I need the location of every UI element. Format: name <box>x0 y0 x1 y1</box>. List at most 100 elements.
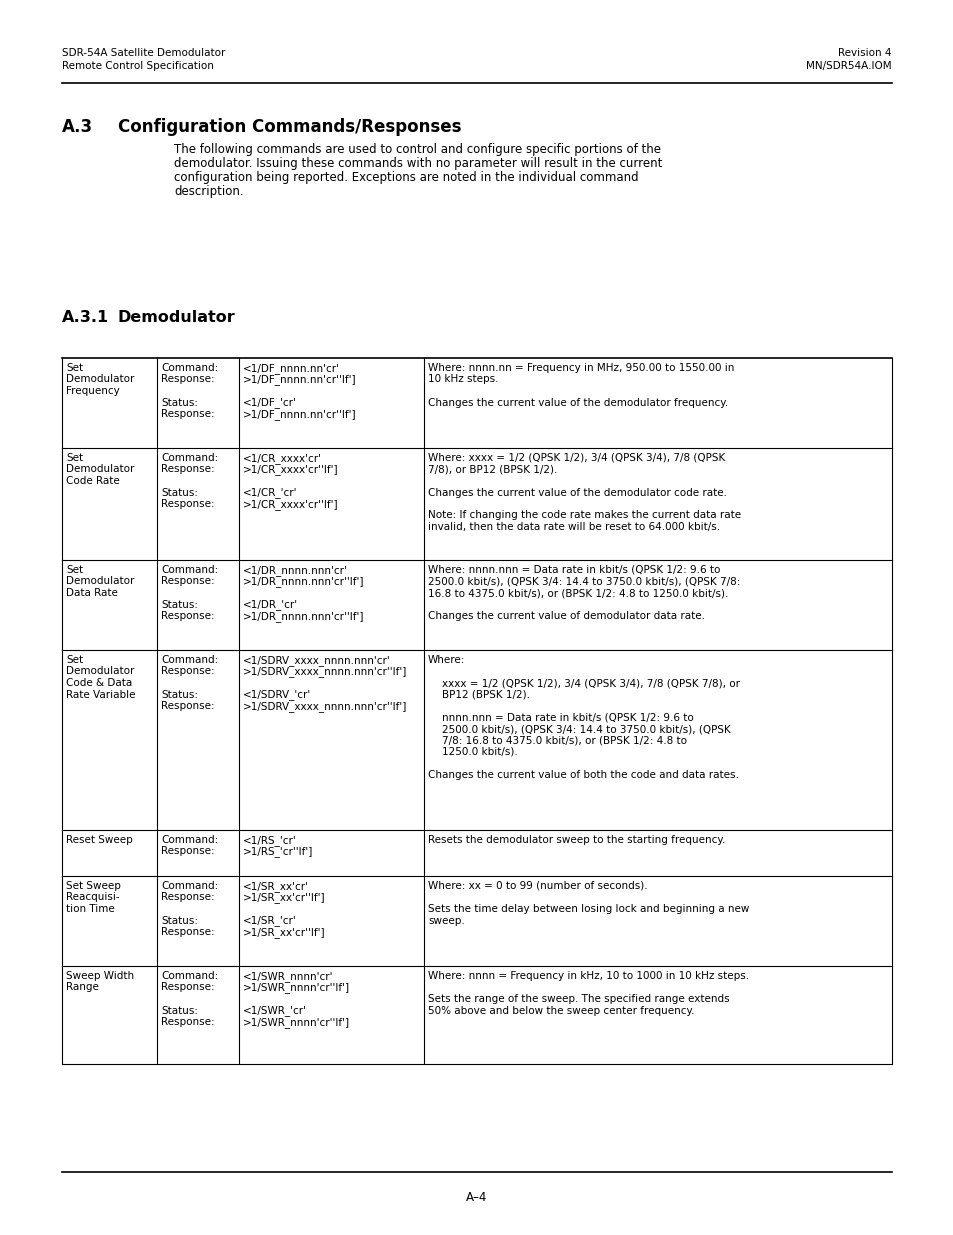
Text: Sweep Width: Sweep Width <box>66 971 134 981</box>
Text: >1/DF_nnnn.nn'cr''lf']: >1/DF_nnnn.nn'cr''lf'] <box>243 374 356 385</box>
Text: Command:: Command: <box>161 835 218 845</box>
Text: >1/DF_nnnn.nn'cr''lf']: >1/DF_nnnn.nn'cr''lf'] <box>243 409 356 420</box>
Text: <1/CR_'cr': <1/CR_'cr' <box>243 488 297 499</box>
Text: demodulator. Issuing these commands with no parameter will result in the current: demodulator. Issuing these commands with… <box>173 157 661 170</box>
Text: >1/SDRV_xxxx_nnnn.nnn'cr''lf']: >1/SDRV_xxxx_nnnn.nnn'cr''lf'] <box>243 701 407 711</box>
Text: Remote Control Specification: Remote Control Specification <box>62 61 213 70</box>
Text: 2500.0 kbit/s), (QPSK 3/4: 14.4 to 3750.0 kbit/s), (QPSK 7/8:: 2500.0 kbit/s), (QPSK 3/4: 14.4 to 3750.… <box>428 577 740 587</box>
Text: sweep.: sweep. <box>428 915 464 925</box>
Text: Revision 4: Revision 4 <box>838 48 891 58</box>
Text: >1/DR_nnnn.nnn'cr''lf']: >1/DR_nnnn.nnn'cr''lf'] <box>243 611 364 622</box>
Text: Command:: Command: <box>161 655 218 664</box>
Text: Status:: Status: <box>161 1005 198 1015</box>
Text: Response:: Response: <box>161 611 214 621</box>
Text: Set: Set <box>66 655 83 664</box>
Text: Changes the current value of the demodulator frequency.: Changes the current value of the demodul… <box>428 398 727 408</box>
Text: Demodulator: Demodulator <box>66 374 134 384</box>
Text: Sets the range of the sweep. The specified range extends: Sets the range of the sweep. The specifi… <box>428 994 729 1004</box>
Text: Response:: Response: <box>161 577 214 587</box>
Text: Status:: Status: <box>161 915 198 925</box>
Text: Response:: Response: <box>161 893 214 903</box>
Text: Frequency: Frequency <box>66 387 120 396</box>
Text: Set: Set <box>66 363 83 373</box>
Text: Status:: Status: <box>161 488 198 498</box>
Text: <1/SDRV_'cr': <1/SDRV_'cr' <box>243 689 311 700</box>
Text: Note: If changing the code rate makes the current data rate: Note: If changing the code rate makes th… <box>428 510 740 520</box>
Text: Where: xxxx = 1/2 (QPSK 1/2), 3/4 (QPSK 3/4), 7/8 (QPSK: Where: xxxx = 1/2 (QPSK 1/2), 3/4 (QPSK … <box>428 453 724 463</box>
Text: xxxx = 1/2 (QPSK 1/2), 3/4 (QPSK 3/4), 7/8 (QPSK 7/8), or: xxxx = 1/2 (QPSK 1/2), 3/4 (QPSK 3/4), 7… <box>441 678 740 688</box>
Text: Where: nnnn.nnn = Data rate in kbit/s (QPSK 1/2: 9.6 to: Where: nnnn.nnn = Data rate in kbit/s (Q… <box>428 564 720 576</box>
Text: Response:: Response: <box>161 927 214 937</box>
Text: Configuration Commands/Responses: Configuration Commands/Responses <box>118 119 461 136</box>
Text: Command:: Command: <box>161 564 218 576</box>
Text: Resets the demodulator sweep to the starting frequency.: Resets the demodulator sweep to the star… <box>428 835 724 845</box>
Text: Response:: Response: <box>161 983 214 993</box>
Text: Where: xx = 0 to 99 (number of seconds).: Where: xx = 0 to 99 (number of seconds). <box>428 881 647 890</box>
Text: Rate Variable: Rate Variable <box>66 689 135 699</box>
Text: Sets the time delay between losing lock and beginning a new: Sets the time delay between losing lock … <box>428 904 749 914</box>
Text: Command:: Command: <box>161 453 218 463</box>
Text: <1/DF_nnnn.nn'cr': <1/DF_nnnn.nn'cr' <box>243 363 339 374</box>
Text: Response:: Response: <box>161 464 214 474</box>
Text: Response:: Response: <box>161 409 214 419</box>
Text: Reacquisi-: Reacquisi- <box>66 893 119 903</box>
Text: >1/CR_xxxx'cr''lf']: >1/CR_xxxx'cr''lf'] <box>243 464 338 475</box>
Text: >1/SR_xx'cr''lf']: >1/SR_xx'cr''lf'] <box>243 893 325 904</box>
Text: Set: Set <box>66 564 83 576</box>
Text: Code & Data: Code & Data <box>66 678 132 688</box>
Text: <1/SR_'cr': <1/SR_'cr' <box>243 915 296 926</box>
Text: <1/SDRV_xxxx_nnnn.nnn'cr': <1/SDRV_xxxx_nnnn.nnn'cr' <box>243 655 391 666</box>
Text: Status:: Status: <box>161 398 198 408</box>
Text: SDR-54A Satellite Demodulator: SDR-54A Satellite Demodulator <box>62 48 225 58</box>
Text: invalid, then the data rate will be reset to 64.000 kbit/s.: invalid, then the data rate will be rese… <box>428 522 720 532</box>
Text: 2500.0 kbit/s), (QPSK 3/4: 14.4 to 3750.0 kbit/s), (QPSK: 2500.0 kbit/s), (QPSK 3/4: 14.4 to 3750.… <box>441 724 730 734</box>
Text: Where:: Where: <box>428 655 465 664</box>
Text: 1250.0 kbit/s).: 1250.0 kbit/s). <box>441 747 517 757</box>
Text: Code Rate: Code Rate <box>66 475 120 487</box>
Text: Command:: Command: <box>161 363 218 373</box>
Text: Data Rate: Data Rate <box>66 588 118 598</box>
Text: Where: nnnn.nn = Frequency in MHz, 950.00 to 1550.00 in: Where: nnnn.nn = Frequency in MHz, 950.0… <box>428 363 734 373</box>
Text: nnnn.nnn = Data rate in kbit/s (QPSK 1/2: 9.6 to: nnnn.nnn = Data rate in kbit/s (QPSK 1/2… <box>441 713 693 722</box>
Text: <1/SWR_nnnn'cr': <1/SWR_nnnn'cr' <box>243 971 334 982</box>
Text: <1/DF_'cr': <1/DF_'cr' <box>243 398 296 409</box>
Text: >1/SDRV_xxxx_nnnn.nnn'cr''lf']: >1/SDRV_xxxx_nnnn.nnn'cr''lf'] <box>243 667 407 678</box>
Text: description.: description. <box>173 185 243 198</box>
Text: Status:: Status: <box>161 599 198 610</box>
Text: 10 kHz steps.: 10 kHz steps. <box>428 374 498 384</box>
Text: Range: Range <box>66 983 99 993</box>
Text: 7/8: 16.8 to 4375.0 kbit/s), or (BPSK 1/2: 4.8 to: 7/8: 16.8 to 4375.0 kbit/s), or (BPSK 1/… <box>441 736 686 746</box>
Text: Changes the current value of both the code and data rates.: Changes the current value of both the co… <box>428 769 739 781</box>
Text: Demodulator: Demodulator <box>118 310 235 325</box>
Text: Command:: Command: <box>161 881 218 890</box>
Text: <1/CR_xxxx'cr': <1/CR_xxxx'cr' <box>243 453 322 464</box>
Text: Demodulator: Demodulator <box>66 667 134 677</box>
Text: 7/8), or BP12 (BPSK 1/2).: 7/8), or BP12 (BPSK 1/2). <box>428 464 557 474</box>
Text: configuration being reported. Exceptions are noted in the individual command: configuration being reported. Exceptions… <box>173 170 638 184</box>
Text: A.3.1: A.3.1 <box>62 310 109 325</box>
Text: <1/RS_'cr': <1/RS_'cr' <box>243 835 296 846</box>
Text: <1/DR_'cr': <1/DR_'cr' <box>243 599 297 610</box>
Text: >1/DR_nnnn.nnn'cr''lf']: >1/DR_nnnn.nnn'cr''lf'] <box>243 577 364 588</box>
Text: Changes the current value of demodulator data rate.: Changes the current value of demodulator… <box>428 611 704 621</box>
Text: 16.8 to 4375.0 kbit/s), or (BPSK 1/2: 4.8 to 1250.0 kbit/s).: 16.8 to 4375.0 kbit/s), or (BPSK 1/2: 4.… <box>428 588 727 598</box>
Text: Reset Sweep: Reset Sweep <box>66 835 132 845</box>
Text: Command:: Command: <box>161 971 218 981</box>
Text: BP12 (BPSK 1/2).: BP12 (BPSK 1/2). <box>441 689 530 699</box>
Text: Response:: Response: <box>161 667 214 677</box>
Text: The following commands are used to control and configure specific portions of th: The following commands are used to contr… <box>173 143 660 156</box>
Text: Response:: Response: <box>161 846 214 857</box>
Text: <1/DR_nnnn.nnn'cr': <1/DR_nnnn.nnn'cr' <box>243 564 348 576</box>
Text: Changes the current value of the demodulator code rate.: Changes the current value of the demodul… <box>428 488 726 498</box>
Text: <1/SR_xx'cr': <1/SR_xx'cr' <box>243 881 309 892</box>
Text: Response:: Response: <box>161 1016 214 1028</box>
Text: >1/SWR_nnnn'cr''lf']: >1/SWR_nnnn'cr''lf'] <box>243 983 350 993</box>
Text: >1/CR_xxxx'cr''lf']: >1/CR_xxxx'cr''lf'] <box>243 499 338 510</box>
Text: Set Sweep: Set Sweep <box>66 881 121 890</box>
Text: tion Time: tion Time <box>66 904 114 914</box>
Text: >1/SR_xx'cr''lf']: >1/SR_xx'cr''lf'] <box>243 927 325 937</box>
Text: Response:: Response: <box>161 374 214 384</box>
Text: 50% above and below the sweep center frequency.: 50% above and below the sweep center fre… <box>428 1005 694 1015</box>
Text: Status:: Status: <box>161 689 198 699</box>
Text: Where: nnnn = Frequency in kHz, 10 to 1000 in 10 kHz steps.: Where: nnnn = Frequency in kHz, 10 to 10… <box>428 971 748 981</box>
